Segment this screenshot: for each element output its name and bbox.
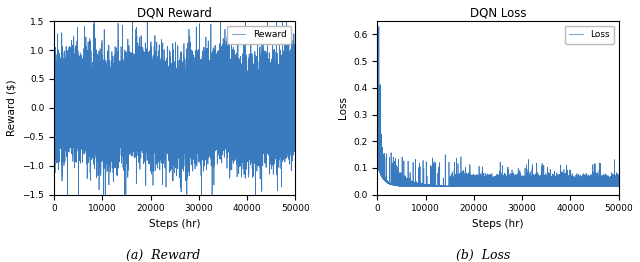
Loss [374, 138, 381, 141]
Legend: Loss: Loss [564, 26, 614, 44]
Loss [552, 185, 560, 188]
Loss [390, 183, 397, 186]
Loss [466, 182, 474, 185]
Reward [229, 107, 237, 110]
Reward [63, 193, 71, 196]
Reward [90, 20, 98, 23]
Reward [51, 128, 58, 131]
X-axis label: Steps (hr): Steps (hr) [149, 219, 200, 229]
Loss [431, 184, 439, 188]
X-axis label: Steps (hr): Steps (hr) [472, 219, 524, 229]
Loss [615, 185, 623, 188]
Loss [519, 183, 527, 187]
Legend: Reward: Reward [227, 26, 291, 44]
Reward [181, 109, 189, 112]
Loss [504, 181, 512, 184]
Reward [143, 112, 150, 115]
Reward [108, 126, 116, 129]
Title: DQN Loss: DQN Loss [470, 7, 526, 20]
Reward [196, 64, 204, 68]
Y-axis label: Loss: Loss [338, 96, 348, 119]
Title: DQN Reward: DQN Reward [138, 7, 212, 20]
Y-axis label: Reward ($): Reward ($) [7, 80, 17, 136]
Loss [580, 185, 588, 188]
Line: Loss: Loss [378, 26, 619, 187]
Reward [292, 131, 300, 134]
Line: Reward: Reward [54, 21, 296, 195]
Loss [375, 25, 383, 28]
Text: (a)  Reward: (a) Reward [126, 249, 200, 262]
Reward [67, 121, 74, 124]
Text: (b)  Loss: (b) Loss [456, 249, 510, 262]
